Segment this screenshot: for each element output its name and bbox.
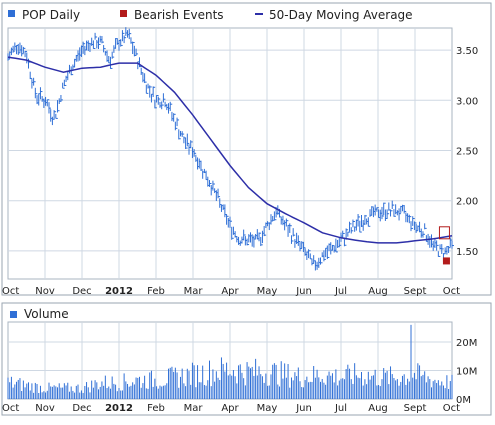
legend-volume-label: Volume — [24, 307, 69, 321]
price-x-tick-label: May — [257, 286, 278, 297]
price-x-tick-label: Feb — [147, 286, 165, 297]
volume-y-tick-label: 10M — [456, 366, 477, 377]
legend-label-1: Bearish Events — [134, 8, 224, 22]
volume-x-tick-label: Sept — [404, 403, 427, 414]
volume-bars-group — [7, 324, 453, 399]
volume-x-tick-label: 2012 — [105, 403, 133, 414]
price-x-tick-label: Jul — [334, 286, 347, 297]
volume-x-tick-label: Nov — [35, 403, 55, 414]
volume-x-tick-label: Jun — [295, 403, 312, 414]
bearish-event-highlight-box — [438, 226, 450, 240]
price-y-tick-label: 1.50 — [456, 247, 478, 258]
legend-pop-square-icon — [8, 10, 15, 17]
moving-average-line — [7, 56, 453, 244]
volume-x-tick-label: Oct — [443, 403, 460, 414]
price-y-tick-label: 3.00 — [456, 96, 478, 107]
legend-volume-square-icon — [10, 311, 17, 318]
price-y-tick-label: 2.00 — [456, 197, 478, 208]
volume-x-tick-label: Oct — [2, 403, 19, 414]
price-x-tick-label: 2012 — [105, 286, 133, 297]
price-y-tick-label: 3.50 — [456, 46, 478, 57]
legend-bearish-square-icon — [120, 10, 127, 17]
volume-y-tick-label: 0M — [456, 395, 471, 406]
price-y-tick-label: 2.50 — [456, 146, 478, 157]
price-x-tick-label: Oct — [2, 286, 19, 297]
price-x-tick-label: Nov — [35, 286, 55, 297]
price-x-tick-label: Apr — [221, 286, 239, 297]
volume-x-tick-label: May — [257, 403, 278, 414]
volume-x-tick-label: Aug — [368, 403, 388, 414]
bearish-event-marker — [442, 257, 450, 265]
price-x-tick-label: Mar — [184, 286, 204, 297]
volume-x-tick-label: Jul — [334, 403, 347, 414]
price-x-tick-label: Dec — [72, 286, 91, 297]
price-bars-group — [7, 27, 454, 271]
volume-y-tick-label: 20M — [456, 338, 477, 349]
price-x-tick-label: Oct — [443, 286, 460, 297]
price-x-tick-label: Aug — [368, 286, 388, 297]
price-x-tick-label: Sept — [404, 286, 427, 297]
volume-x-tick-label: Apr — [221, 403, 239, 414]
legend-label-2: 50-Day Moving Average — [269, 8, 413, 22]
volume-x-tick-label: Feb — [147, 403, 165, 414]
volume-x-tick-label: Dec — [72, 403, 91, 414]
volume-x-tick-label: Mar — [184, 403, 204, 414]
price-x-tick-label: Jun — [295, 286, 312, 297]
legend-label-0: POP Daily — [22, 8, 80, 22]
